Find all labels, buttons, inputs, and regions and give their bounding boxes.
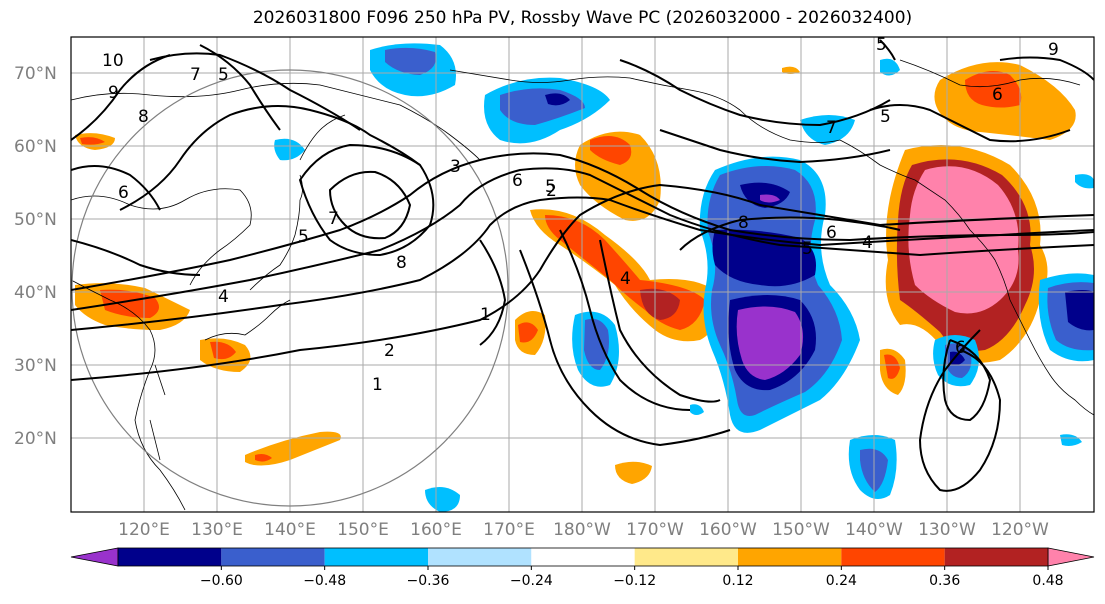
pv-contours [71,39,1094,492]
contour-labels: 10 9 8 7 5 6 5 4 3 2 1 8 7 6 5 4 7 5 6 8… [102,35,1059,395]
coastlines [71,59,1094,511]
lon-label: 150°E [337,520,389,540]
lon-label: 120°E [118,520,170,540]
latitude-labels: 70°N 60°N 50°N 40°N 30°N 20°N [14,64,57,449]
negative-anomalies [274,43,1094,512]
region-circle [71,69,509,507]
contour-label: 1 [480,305,491,325]
contour-label: 6 [826,223,837,243]
contour-label: 8 [138,107,149,127]
lon-label: 130°W [918,520,976,540]
contour-label: 6 [512,171,523,191]
contour-label: 5 [298,227,309,247]
contour-label: 10 [102,51,124,71]
contour-label: 3 [450,157,461,177]
contour-label: 8 [738,213,749,233]
contour-label: 8 [396,253,407,273]
contour-label: 7 [328,209,339,229]
positive-anomalies [75,62,1076,484]
lon-label: 140°W [845,520,903,540]
lat-label: 70°N [14,64,57,84]
contour-label: 5 [876,35,887,55]
contour-label: 7 [826,118,837,138]
map-title: 2026031800 F096 250 hPa PV, Rossby Wave … [252,8,913,28]
contour-label: 4 [620,269,631,289]
lat-label: 50°N [14,210,57,230]
lon-label: 160°W [699,520,757,540]
map-frame [70,36,1095,513]
contour-label: 2 [384,341,395,361]
contour-label: 5 [802,239,813,259]
contour-label: 7 [190,65,201,85]
lon-label: 140°E [264,520,316,540]
lat-label: 20°N [14,429,57,449]
lat-label: 30°N [14,356,57,376]
lon-label: 170°E [483,520,535,540]
contour-label: 5 [545,177,556,197]
contour-label: 2 [546,181,557,201]
lon-label: 130°E [191,520,243,540]
contour-label: 5 [218,65,229,85]
lat-label: 60°N [14,137,57,157]
longitude-labels: 120°E 130°E 140°E 150°E 160°E 170°E 180°… [118,520,1049,540]
lon-label: 160°E [410,520,462,540]
contour-label: 6 [118,183,129,203]
contour-label: 4 [862,233,873,253]
lat-label: 40°N [14,283,57,303]
contour-label: 5 [880,107,891,127]
lon-label: 170°W [626,520,684,540]
contour-label: 9 [108,83,119,103]
contour-label: 9 [1048,40,1059,60]
lon-label: 180°W [553,520,611,540]
contour-label: 4 [218,287,229,307]
lon-label: 150°W [772,520,830,540]
contour-label: 1 [372,375,383,395]
contour-label: 6 [992,85,1003,105]
lon-label: 120°W [991,520,1049,540]
contour-label: 6 [955,338,966,358]
lat-lon-grid [71,37,1094,512]
